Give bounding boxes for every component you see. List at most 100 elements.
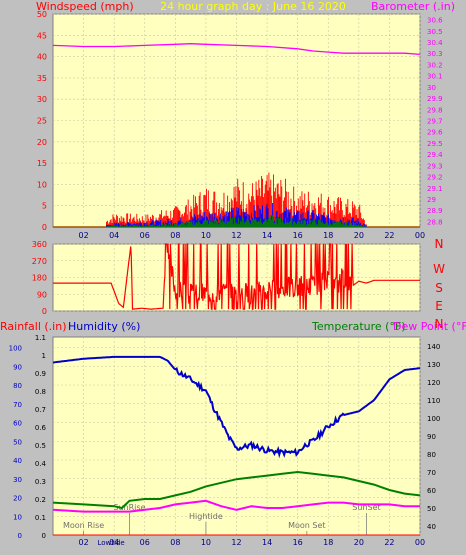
panel1-right-tick-label: 29.4 bbox=[427, 151, 443, 159]
panel1-left-tick-label: 35 bbox=[37, 74, 47, 83]
panel3-x-tick-label: 06 bbox=[140, 538, 150, 547]
panel3-humidity-tick-label: 70 bbox=[13, 401, 22, 409]
panel3-temp-tick-label: 90 bbox=[427, 433, 436, 441]
panel1-left-tick-label: 10 bbox=[37, 180, 47, 189]
panel1-right-tick-label: 29.8 bbox=[427, 106, 443, 114]
panel1-x-tick-label: 12 bbox=[231, 231, 241, 240]
panel3-grid bbox=[53, 337, 421, 536]
panel1-right-tick-label: 29.1 bbox=[427, 185, 443, 193]
event-label: SunRise bbox=[113, 503, 145, 512]
panel3-rain-tick-label: 0.6 bbox=[35, 424, 47, 432]
panel3-temp-axis-title: Temperature (°F) bbox=[311, 320, 406, 333]
panel3-temp-tick-label: 80 bbox=[427, 451, 436, 459]
panel1-right-tick-label: 29.9 bbox=[427, 95, 443, 103]
panel3-rain-tick-label: 0.3 bbox=[35, 478, 46, 486]
panel3-humidity-tick-label: 40 bbox=[13, 457, 22, 465]
wind-direction-line bbox=[53, 243, 420, 310]
panel1-left-tick-label: 50 bbox=[37, 10, 47, 19]
panel1-x-tick-label: 02 bbox=[78, 231, 88, 240]
panel1-x-tick-label: 22 bbox=[384, 231, 394, 240]
panel3-humidity-tick-label: 20 bbox=[13, 495, 22, 503]
panel1-left-tick-label: 45 bbox=[37, 31, 47, 40]
panel1-left-tick-label: 5 bbox=[42, 202, 47, 211]
event-label: Lowtide bbox=[97, 539, 124, 547]
panel3-temp-tick-label: 100 bbox=[427, 415, 440, 423]
panel3-humidity-tick-label: 90 bbox=[13, 363, 22, 371]
panel2-compass-label: E bbox=[435, 299, 443, 313]
panel1-x-tick-label: 08 bbox=[170, 231, 180, 240]
panel3-humidity-tick-label: 60 bbox=[13, 420, 22, 428]
panel1-x-tick-label: 14 bbox=[262, 231, 272, 240]
panel3-humidity-tick-label: 100 bbox=[9, 345, 22, 353]
panel1-x-tick-label: 06 bbox=[140, 231, 150, 240]
panel1-right-tick-label: 29.3 bbox=[427, 162, 443, 170]
panel3-rain-tick-label: 0.5 bbox=[35, 442, 46, 450]
panel1-x-tick-label: 18 bbox=[323, 231, 333, 240]
panel1-right-tick-label: 29.5 bbox=[427, 140, 443, 148]
event-label: Moon Set bbox=[288, 521, 325, 530]
panel3-x-tick-label: 14 bbox=[262, 538, 272, 547]
panel1-right-tick-label: 30 bbox=[427, 84, 436, 92]
panel1-x-tick-label: 04 bbox=[109, 231, 119, 240]
panel3-humidity-axis-title: Humidity (%) bbox=[68, 320, 140, 333]
panel2-left-tick-label: 0 bbox=[42, 307, 47, 316]
panel2-compass-label: N bbox=[435, 317, 444, 331]
panel1-left-tick-label: 40 bbox=[37, 53, 47, 62]
panel3-temp-tick-label: 60 bbox=[427, 487, 436, 495]
event-label: SunSet bbox=[352, 503, 380, 512]
panel3-rain-tick-label: 1.1 bbox=[35, 334, 46, 342]
panel3-x-tick-label: 20 bbox=[354, 538, 364, 547]
panel2-left-tick-label: 180 bbox=[32, 274, 47, 283]
panel1-left-axis-title: Windspeed (mph) bbox=[36, 0, 134, 13]
event-label: Hightide bbox=[189, 512, 223, 521]
panel3-x-tick-label: 12 bbox=[231, 538, 241, 547]
panel1-left-tick-label: 20 bbox=[37, 138, 47, 147]
panel3-rain-tick-label: 0.2 bbox=[35, 496, 46, 504]
panel3-temp-tick-label: 140 bbox=[427, 343, 440, 351]
panel1-right-tick-label: 30.4 bbox=[427, 39, 443, 47]
panel1-left-tick-label: 30 bbox=[37, 95, 47, 104]
panel3-x-tick-label: 18 bbox=[323, 538, 333, 547]
panel1-right-tick-label: 29.6 bbox=[427, 129, 443, 137]
chart-title: 24 hour graph day : June 16 2020 bbox=[160, 0, 346, 13]
panel1-x-tick-label: 00 bbox=[415, 231, 425, 240]
event-markers: Moon Rise SunRise Hightide Moon Set SunSet Lo… bbox=[63, 503, 381, 547]
panel2-left-tick-label: 360 bbox=[32, 240, 47, 249]
panel3-rain-axis-title: Rainfall (.in) bbox=[0, 320, 67, 333]
panel3-humidity-tick-label: 50 bbox=[13, 438, 22, 446]
panel1-right-tick-label: 29.2 bbox=[427, 174, 443, 182]
panel3-rain-tick-label: 0.1 bbox=[35, 514, 46, 522]
panel3-rain-tick-label: 1 bbox=[42, 352, 46, 360]
panel3-rain-tick-label: 0 bbox=[42, 532, 46, 540]
panel3-x-tick-label: 22 bbox=[384, 538, 394, 547]
panel3-rain-tick-label: 0.7 bbox=[35, 406, 46, 414]
panel1-right-tick-label: 28.9 bbox=[427, 207, 443, 215]
panel1-ticks: 0 5 10 15 20 25 30 35 40 45 50 28.8 28.9 29 29.1 29.2 29… bbox=[37, 10, 443, 240]
panel1-right-tick-label: 29 bbox=[427, 196, 436, 204]
barometer-line bbox=[52, 43, 421, 56]
panel3-humidity-tick-label: 80 bbox=[13, 382, 22, 390]
temperature-line bbox=[52, 470, 421, 510]
panel1-right-tick-label: 30.2 bbox=[427, 61, 443, 69]
panel3-temp-tick-label: 110 bbox=[427, 397, 440, 405]
panel3-x-tick-label: 02 bbox=[78, 538, 88, 547]
panel2-compass-label: S bbox=[435, 281, 443, 295]
wind-speed-series bbox=[106, 172, 367, 227]
panel3-temp-tick-label: 70 bbox=[427, 469, 436, 477]
panel3-rain-tick-label: 0.4 bbox=[35, 460, 47, 468]
panel3-x-tick-label: 10 bbox=[201, 538, 211, 547]
panel3-x-tick-label: 00 bbox=[415, 538, 425, 547]
panel1-x-tick-label: 10 bbox=[201, 231, 211, 240]
panel1-x-tick-label: 20 bbox=[354, 231, 364, 240]
panel3-temp-tick-label: 40 bbox=[427, 523, 436, 531]
panel3-temp-tick-label: 120 bbox=[427, 379, 440, 387]
event-label: Moon Rise bbox=[63, 521, 104, 530]
panel1-right-tick-label: 30.3 bbox=[427, 50, 443, 58]
panel3-x-tick-label: 08 bbox=[170, 538, 180, 547]
panel3-x-tick-label: 04 bbox=[109, 538, 119, 547]
panel2-compass-label: W bbox=[433, 262, 445, 276]
panel2-compass-label: N bbox=[435, 237, 444, 251]
panel1-right-tick-label: 30.5 bbox=[427, 28, 443, 36]
panel1-left-tick-label: 0 bbox=[42, 223, 47, 232]
